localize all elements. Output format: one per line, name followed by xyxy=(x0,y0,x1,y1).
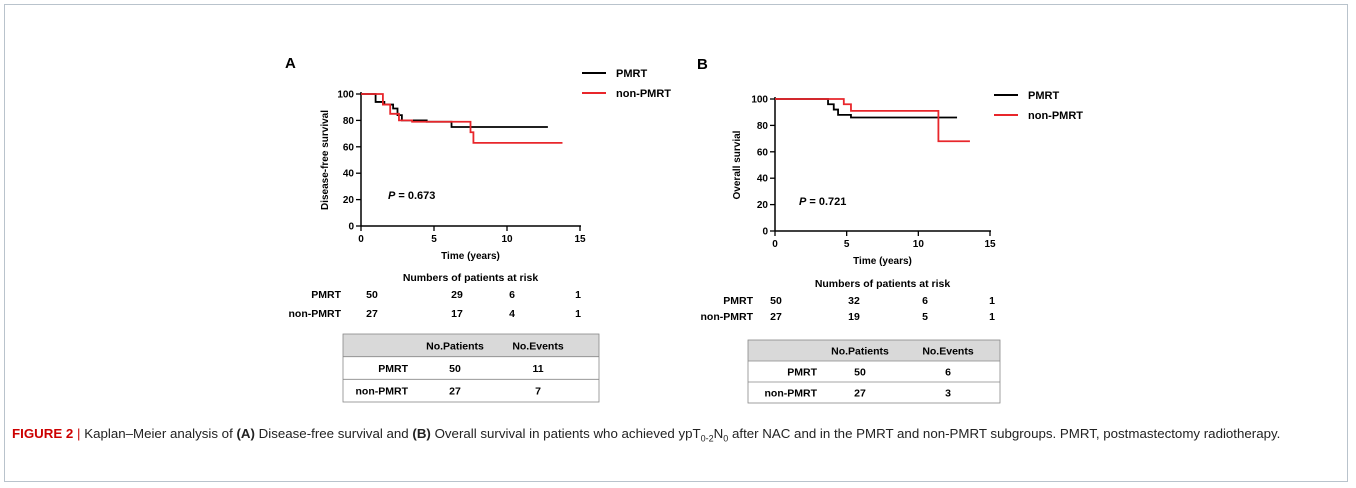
y-tick-label: 60 xyxy=(757,147,769,158)
figure-caption: FIGURE 2 | Kaplan–Meier analysis of (A) … xyxy=(12,423,1332,450)
x-tick-label: 15 xyxy=(984,239,996,250)
summary-header: No.Patients xyxy=(426,340,484,352)
risk-count: 1 xyxy=(575,308,581,320)
x-tick-label: 0 xyxy=(772,239,778,250)
p-value-annotation: P = 0.721 xyxy=(799,196,846,208)
caption-text-2: Disease-free survival and xyxy=(258,426,409,441)
y-tick-label: 40 xyxy=(343,169,355,180)
legend-label: PMRT xyxy=(616,68,647,80)
caption-b-label: (B) xyxy=(412,426,431,441)
risk-count: 6 xyxy=(509,289,515,301)
x-axis-label: Time (years) xyxy=(441,251,500,262)
panel-a: A 0 20 40 60 80 100 0 5 10 15 Time (years) Disease-f… xyxy=(285,55,671,403)
legend-label: non-PMRT xyxy=(616,88,671,100)
summary-cell: 27 xyxy=(854,388,866,400)
y-tick-label: 0 xyxy=(348,222,354,233)
summary-cell: 7 xyxy=(535,386,541,398)
legend-label: non-PMRT xyxy=(1028,110,1083,122)
risk-count: 1 xyxy=(989,295,995,307)
y-tick-label: 80 xyxy=(343,116,355,127)
p-value-annotation: P = 0.673 xyxy=(388,190,435,202)
survival-curve-non-pmrt xyxy=(775,98,970,143)
panel-letter: B xyxy=(697,56,708,73)
summary-row-label: PMRT xyxy=(787,367,817,379)
summary-header-bg xyxy=(343,334,599,357)
summary-cell: 27 xyxy=(449,386,461,398)
y-tick-label: 40 xyxy=(757,174,769,185)
risk-count: 5 xyxy=(922,311,928,323)
risk-count: 1 xyxy=(575,289,581,301)
x-tick-label: 5 xyxy=(431,234,437,245)
panel-letter: A xyxy=(285,55,296,72)
summary-header: No.Events xyxy=(512,340,564,352)
summary-row-label: PMRT xyxy=(378,363,408,375)
caption-t-subscript: 0-2 xyxy=(700,433,714,444)
y-tick-label: 0 xyxy=(762,227,768,238)
summary-cell: 11 xyxy=(532,363,543,375)
risk-count: 1 xyxy=(989,311,995,323)
x-axis-label: Time (years) xyxy=(853,256,912,267)
risk-row-label: non-PMRT xyxy=(701,311,754,323)
x-tick-label: 10 xyxy=(501,234,513,245)
risk-count: 27 xyxy=(770,311,782,323)
caption-figure-label: FIGURE 2 xyxy=(12,426,74,441)
caption-a-label: (A) xyxy=(236,426,255,441)
risk-count: 6 xyxy=(922,295,928,307)
risk-table-title: Numbers of patients at risk xyxy=(815,278,951,290)
summary-row-label: non-PMRT xyxy=(356,386,409,398)
risk-count: 29 xyxy=(451,289,463,301)
risk-table-title: Numbers of patients at risk xyxy=(403,272,539,284)
summary-cell: 6 xyxy=(945,367,951,379)
risk-row-label: non-PMRT xyxy=(289,308,342,320)
risk-row-label: PMRT xyxy=(311,289,341,301)
caption-n-letter: N xyxy=(713,426,724,441)
risk-count: 19 xyxy=(848,311,860,323)
survival-curve-pmrt xyxy=(775,98,958,119)
risk-count: 27 xyxy=(366,308,378,320)
y-tick-label: 20 xyxy=(343,195,355,206)
caption-n-subscript: 0 xyxy=(723,433,729,444)
summary-header: No.Patients xyxy=(831,346,889,358)
x-tick-label: 10 xyxy=(913,239,925,250)
y-axis-label: Overall survial xyxy=(732,130,743,199)
risk-count: 32 xyxy=(848,295,860,307)
summary-cell: 50 xyxy=(854,367,866,379)
x-tick-label: 0 xyxy=(358,234,364,245)
p-symbol: P xyxy=(388,190,396,202)
y-tick-label: 100 xyxy=(751,95,768,106)
figure-frame xyxy=(4,4,1348,482)
caption-text-1: Kaplan–Meier analysis of xyxy=(84,426,233,441)
caption-t-letter: T xyxy=(692,426,701,441)
p-value: = 0.721 xyxy=(806,196,846,208)
risk-count: 50 xyxy=(366,289,378,301)
survival-curve-non-pmrt xyxy=(361,93,563,144)
caption-text-4: after NAC and in the PMRT and non-PMRT s… xyxy=(731,426,1281,441)
summary-header-bg xyxy=(748,340,1000,361)
caption-text-3: Overall survival in patients who achieve… xyxy=(434,426,693,441)
y-tick-label: 60 xyxy=(343,142,355,153)
summary-cell: 3 xyxy=(945,388,951,400)
y-tick-label: 20 xyxy=(757,200,769,211)
x-tick-label: 15 xyxy=(574,234,586,245)
risk-count: 50 xyxy=(770,295,782,307)
risk-count: 17 xyxy=(451,308,463,320)
summary-cell: 50 xyxy=(449,363,461,375)
legend-label: PMRT xyxy=(1028,90,1059,102)
y-tick-label: 80 xyxy=(757,121,769,132)
caption-separator: | xyxy=(77,426,81,441)
summary-table-border xyxy=(342,333,600,403)
p-symbol: P xyxy=(799,196,807,208)
risk-row-label: PMRT xyxy=(723,295,753,307)
y-axis-label: Disease-free survival xyxy=(320,110,331,210)
summary-header: No.Events xyxy=(922,346,974,358)
x-tick-label: 5 xyxy=(844,239,850,250)
risk-count: 4 xyxy=(509,308,515,320)
y-tick-label: 100 xyxy=(337,90,354,101)
summary-table-border xyxy=(747,339,1001,404)
summary-row-label: non-PMRT xyxy=(765,388,818,400)
p-value: = 0.673 xyxy=(395,190,435,202)
